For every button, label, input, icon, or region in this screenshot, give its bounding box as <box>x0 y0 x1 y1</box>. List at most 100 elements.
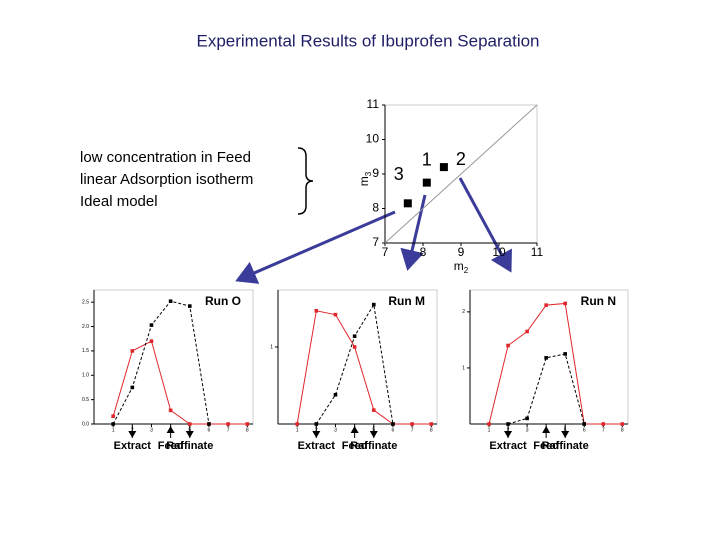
x-tick-label: 7 <box>411 427 414 433</box>
data-point <box>544 303 548 307</box>
point-label: 1 <box>422 149 432 169</box>
data-point <box>525 329 529 334</box>
data-point <box>333 312 338 317</box>
x-tick-label: 3 <box>334 427 337 433</box>
annotation-arrow <box>166 426 175 433</box>
label-base: m <box>454 259 464 273</box>
x-tick-label: 7 <box>602 427 605 433</box>
data-point <box>506 422 510 426</box>
data-point <box>563 352 567 356</box>
data-point <box>207 422 211 426</box>
annotation-label: Extract <box>298 440 336 452</box>
x-tick-label: 7 <box>382 245 389 259</box>
slide-title: Experimental Results of Ibuprofen Separa… <box>196 31 539 50</box>
data-point <box>487 422 491 426</box>
annotation-label: Feed <box>533 440 559 452</box>
data-point <box>391 422 395 426</box>
y-tick-label: 1.5 <box>82 348 89 354</box>
series-line <box>296 310 432 425</box>
series-line <box>488 302 623 425</box>
x-tick-label: 11 <box>531 245 544 259</box>
chart-title: Run M <box>388 294 425 308</box>
arrow <box>400 194 427 271</box>
chart-title: Run O <box>205 294 241 308</box>
x-tick-label: 9 <box>458 245 465 259</box>
pointer-arrows <box>235 177 512 284</box>
annotation-arrow <box>369 431 378 438</box>
data-point <box>226 422 230 426</box>
x-tick-label: 8 <box>246 427 249 433</box>
annotation-arrow <box>542 426 551 433</box>
annotation-label: Raffinate <box>166 440 213 452</box>
series-line <box>112 300 210 425</box>
x-tick-label: 6 <box>208 427 211 433</box>
data-point <box>187 422 192 426</box>
x-tick-label: 8 <box>420 245 427 259</box>
y-tick-label: 2.0 <box>82 324 89 330</box>
x-tick-label: 1 <box>296 427 299 433</box>
data-point <box>620 422 625 426</box>
y-tick-label: 0.5 <box>82 397 89 403</box>
point <box>439 163 448 172</box>
data-point <box>352 334 357 339</box>
brace <box>297 147 314 215</box>
data-point <box>149 323 154 327</box>
y-tick-label: 1 <box>270 344 273 350</box>
annotation-arrow <box>185 431 194 438</box>
x-tick-label: 3 <box>526 427 529 433</box>
data-point <box>582 422 587 426</box>
label-base: m <box>357 176 371 186</box>
data-point <box>371 302 376 307</box>
arrow <box>458 177 512 273</box>
label-sub: 3 <box>364 171 373 176</box>
y-tick-label: 7 <box>372 235 379 249</box>
y-tick-label: 10 <box>366 132 380 146</box>
data-point <box>410 422 414 426</box>
annotation-label: Feed <box>342 440 368 452</box>
series-line <box>112 340 248 425</box>
data-point <box>429 422 434 426</box>
condition: Ideal model <box>80 193 158 210</box>
data-point <box>601 422 606 426</box>
annotation-label: Extract <box>489 440 527 452</box>
data-point <box>333 392 338 397</box>
x-tick-label: 7 <box>227 427 230 433</box>
x-tick-label: 6 <box>583 427 586 433</box>
data-point <box>544 356 548 360</box>
data-point <box>187 304 192 308</box>
x-tick-label: 10 <box>492 245 506 259</box>
data-point <box>352 345 357 349</box>
data-point <box>168 299 173 304</box>
diagonal <box>384 104 538 244</box>
data-point <box>506 343 510 348</box>
x-tick-label: 8 <box>430 427 433 433</box>
data-point <box>295 422 299 426</box>
annotation-arrow <box>561 431 570 438</box>
annotation-arrow <box>350 426 359 433</box>
annotation-label: Extract <box>114 440 152 452</box>
condition: low concentration in Feed <box>80 149 251 166</box>
annotation-label: Raffinate <box>542 440 589 452</box>
annotation-label: Feed <box>158 440 184 452</box>
annotation-arrow <box>504 431 513 438</box>
point-label: 2 <box>456 149 466 169</box>
data-point <box>314 308 319 313</box>
x-tick-label: 1 <box>488 427 491 433</box>
y-tick-label: 0.0 <box>82 421 89 427</box>
data-point <box>111 422 115 426</box>
y-tick-label: 8 <box>372 201 379 215</box>
data-point <box>168 408 173 413</box>
data-point <box>371 408 376 412</box>
y-tick-label: 2 <box>462 309 465 315</box>
y-tick-label: 11 <box>367 97 380 111</box>
annotation-label: Raffinate <box>350 440 397 452</box>
x-tick-label: 8 <box>621 427 624 433</box>
annotation-arrow <box>128 431 137 438</box>
label-sub: 2 <box>464 266 469 275</box>
data-point <box>149 339 154 343</box>
chart-title: Run N <box>581 294 616 308</box>
annotation-arrow <box>312 431 321 438</box>
y-tick-label: 2.5 <box>82 300 89 306</box>
x-tick-label: 1 <box>112 427 115 433</box>
